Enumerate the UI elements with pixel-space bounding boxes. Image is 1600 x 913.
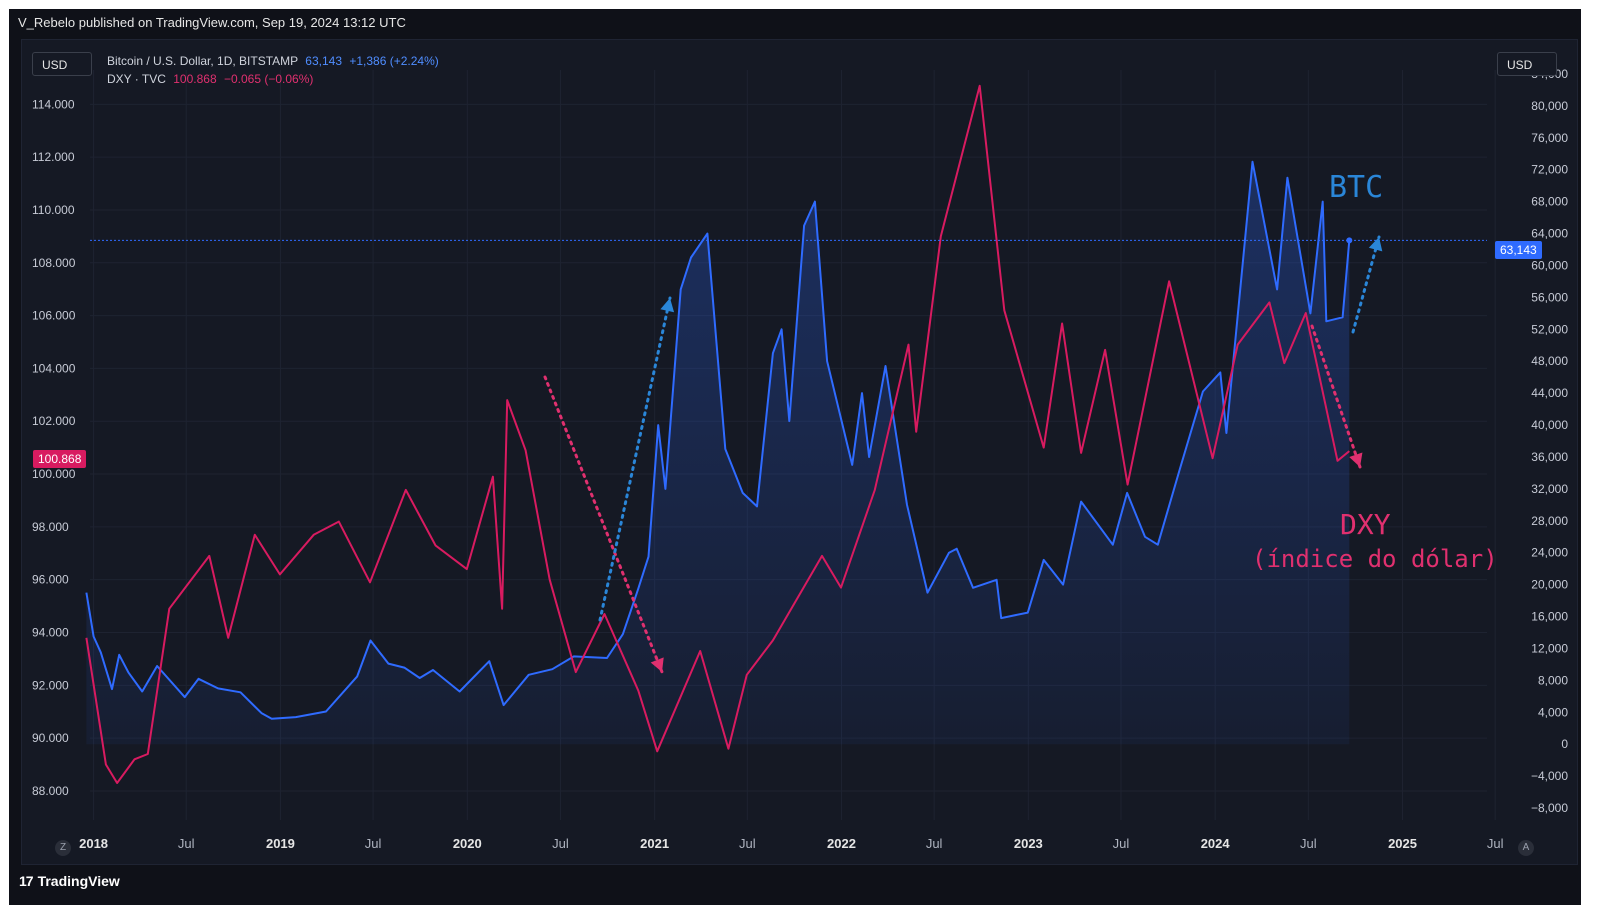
left-price-scale[interactable]: 88.000 90.000 92.000 94.000 96.000 98.000 100.… [32,97,76,798]
btc-last-price-tag: 63,143 [1495,241,1542,259]
right-tick-label: 20,000 [1531,578,1568,592]
right-tick-label: 28,000 [1531,514,1568,528]
tradingview-logo-icon: 17 [19,873,34,889]
time-tick-label: Jul [178,836,195,851]
legend-btc-title: Bitcoin / U.S. Dollar, 1D, BITSTAMP [107,54,298,68]
dxy-series-line [85,84,1350,784]
btc-area [86,161,1350,745]
right-tick-label: 44,000 [1531,386,1568,400]
series-lines [85,84,1487,784]
time-tick-label: 2019 [266,836,295,851]
left-tick-label: 110.000 [32,203,75,217]
left-tick-label: 90.000 [32,731,69,745]
time-tick-label: 2022 [827,836,856,851]
dxy-annotation-title: DXY [1340,508,1391,541]
right-tick-label: 0 [1561,737,1568,751]
dxy-arrow-2020-head [650,657,664,672]
chart-snapshot: V_Rebelo published on TradingView.com, S… [9,9,1581,905]
tradingview-brand-name: TradingView [37,873,120,889]
btc-area-fill [86,161,1350,745]
right-tick-label: −8,000 [1531,801,1568,815]
time-tick-label: 2021 [640,836,669,851]
left-corner-button[interactable]: Z [55,840,71,856]
time-tick-label: 2023 [1014,836,1043,851]
legend-dxy-title: DXY · TVC [107,72,166,86]
btc-arrow-2024-shaft [1351,235,1381,334]
left-scale-currency-button[interactable]: USD [32,52,92,76]
right-tick-label: 32,000 [1531,482,1568,496]
left-tick-label: 104.000 [32,361,76,375]
time-tick-label: Jul [365,836,382,851]
legend-dxy-value: 100.868 [173,72,217,86]
left-tick-label: 102.000 [32,414,76,428]
dxy-annotation-subtitle: (índice do dólar) [1252,545,1498,573]
right-tick-label: 52,000 [1531,322,1568,336]
right-scale-currency-label: USD [1507,58,1533,72]
legend-btc-value: 63,143 [305,54,342,68]
right-tick-label: 24,000 [1531,546,1568,560]
right-tick-label: 80,000 [1531,99,1568,113]
right-tick-label: 72,000 [1531,163,1568,177]
right-tick-label: 48,000 [1531,354,1568,368]
left-tick-label: 96.000 [32,573,69,587]
right-tick-label: 16,000 [1531,610,1568,624]
btc-last-point [1346,237,1353,244]
publisher-line: V_Rebelo published on TradingView.com, S… [18,15,406,30]
btc-arrow-2020-head [660,298,675,313]
btc-arrow-2020-shaft [598,296,672,622]
left-tick-label: 106.000 [32,309,76,323]
time-tick-label: 2018 [79,836,108,851]
time-tick-label: Jul [1300,836,1317,851]
left-tick-label: 92.000 [32,678,69,692]
chart-area[interactable]: 88.000 90.000 92.000 94.000 96.000 98.000 100.… [21,39,1578,865]
right-tick-label: −4,000 [1531,769,1568,783]
right-tick-label: 40,000 [1531,418,1568,432]
left-scale-currency-label: USD [42,58,68,72]
left-tick-label: 94.000 [32,626,69,640]
right-scale-currency-button[interactable]: USD [1497,52,1557,76]
right-tick-label: 12,000 [1531,641,1568,655]
left-tick-label: 98.000 [32,520,69,534]
footer-bar: 17 TradingView [9,864,1581,900]
dxy-last-price-tag: 100.868 [33,450,87,468]
right-corner-button[interactable]: A [1518,840,1534,856]
time-tick-label: 2020 [453,836,482,851]
legend-btc-change: +1,386 (+2.24%) [349,54,439,68]
right-tick-label: 8,000 [1538,673,1568,687]
drawn-arrows [543,235,1383,674]
series-legend: Bitcoin / U.S. Dollar, 1D, BITSTAMP 63,1… [107,52,439,88]
right-tick-label: 36,000 [1531,450,1568,464]
right-tick-label: 56,000 [1531,290,1568,304]
btc-annotation: BTC [1329,170,1384,205]
left-tick-label: 88.000 [32,784,69,798]
legend-row-dxy[interactable]: DXY · TVC 100.868 −0.065 (−0.06%) [107,70,439,88]
legend-dxy-change: −0.065 (−0.06%) [223,72,314,86]
time-tick-label: Jul [1113,836,1130,851]
time-tick-label: 2025 [1388,836,1417,851]
legend-row-btc[interactable]: Bitcoin / U.S. Dollar, 1D, BITSTAMP 63,1… [107,52,439,70]
time-tick-label: Jul [552,836,569,851]
time-tick-label: 2024 [1201,836,1231,851]
btc-series-line [85,160,1351,720]
left-tick-label: 100.000 [32,467,76,481]
left-tick-label: 112.000 [32,150,75,164]
right-tick-label: 4,000 [1538,705,1568,719]
time-scale[interactable]: 2018 Jul 2019 Jul 2020 Jul 2021 Jul 2022 Jul 2023 J… [79,836,1503,851]
btc-arrow-2024-head [1368,237,1383,252]
right-tick-label: 68,000 [1531,195,1568,209]
tradingview-logo[interactable]: 17 TradingView [19,873,120,889]
time-tick-label: Jul [1487,836,1504,851]
right-tick-label: 64,000 [1531,227,1568,241]
left-tick-label: 108.000 [32,256,76,270]
time-tick-label: Jul [739,836,756,851]
right-price-scale[interactable]: −8,000 −4,000 0 4,000 8,000 12,000 16,000 20,00… [1531,67,1568,815]
dxy-arrow-2024-head [1349,452,1363,467]
time-tick-label: Jul [926,836,943,851]
left-tick-label: 114.000 [32,97,75,111]
right-tick-label: 76,000 [1531,131,1568,145]
price-chart[interactable]: 88.000 90.000 92.000 94.000 96.000 98.000 100.… [22,40,1577,864]
right-tick-label: 60,000 [1531,258,1568,272]
